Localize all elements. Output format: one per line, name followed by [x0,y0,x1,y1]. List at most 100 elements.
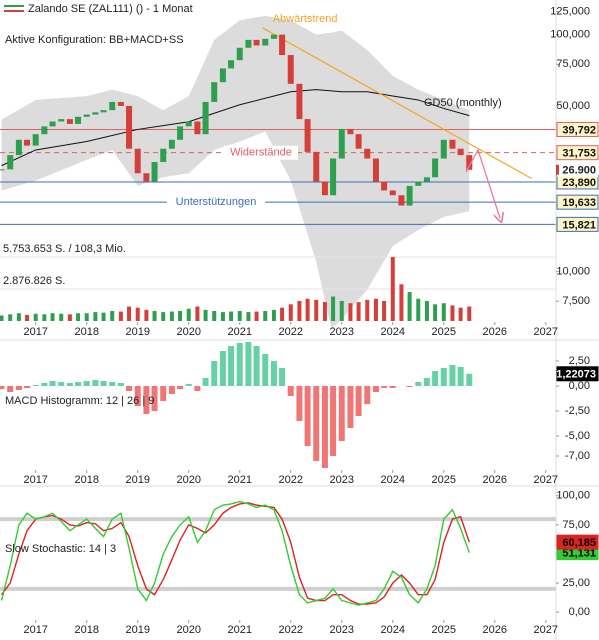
y-tick-label: 100,000 [550,29,590,41]
candle [7,155,14,170]
last-price-label: 26.900 [562,165,596,177]
moving-average [1,89,470,167]
value-box-label: 15,821 [562,219,596,231]
y-tick-label: -2,50 [565,405,590,417]
x-tick-label: 2027 [534,624,558,636]
candle [92,112,99,115]
volume-bar [416,298,421,321]
candle [270,34,277,39]
histogram-bar [134,386,141,406]
price-panel: Widerstände Unterstützungen GD50 (monthly)… [0,13,556,330]
x-tick-label: 2017 [23,624,47,636]
histogram-bar [313,386,320,461]
histogram-bar [347,386,354,428]
histogram-bar [211,361,218,386]
level-note: Unterstützungen [176,196,257,208]
level-note-bg [167,195,265,210]
histogram-bar [109,382,116,386]
volume-bar [110,310,115,321]
candle [24,139,31,146]
volume-bar [322,302,327,321]
volume-bar [373,298,378,321]
y-tick-label: 100,00 [556,490,590,502]
histogram-bar [440,368,447,386]
volume-bar [144,309,149,321]
y-tick-label: 10,000 [556,265,590,277]
value-box-label: 23,890 [562,177,596,189]
volume-bar [178,310,183,321]
value-box [556,216,599,232]
volume-bar [59,313,64,321]
volume-bar [152,310,157,321]
x-tick-label: 2019 [125,474,149,486]
x-tick-label: 2026 [483,474,507,486]
histogram-bar [194,386,201,391]
histogram-bar [364,386,371,404]
candle [202,101,209,135]
volume-bar [0,315,4,321]
candle [253,39,260,46]
candle [185,121,192,127]
candle [211,82,218,102]
volume-tick-label: 5.753.653 S. / 108,3 Mio. [3,243,126,255]
histogram-bar [449,365,456,386]
candle [75,116,82,124]
y-tick-label: 75,00 [562,519,590,531]
stochastic-panel [0,500,556,606]
histogram-bar [423,378,430,386]
histogram-bar [58,382,65,386]
x-tick-label: 2020 [176,624,200,636]
x-tick-label: 2018 [74,326,98,338]
volume-bar [84,313,89,321]
candle [0,169,5,171]
y-tick-label: 125,000 [550,6,590,18]
histogram-bar [287,386,294,396]
candle [177,126,184,140]
candle [219,68,226,83]
histogram-bar [432,371,439,386]
x-tick-label: 2017 [23,474,47,486]
value-box-label: 51,131 [562,548,596,560]
candle [262,38,269,46]
x-tick-label: 2023 [330,474,354,486]
y-tick-label: 25,00 [562,577,590,589]
volume-bar [263,310,268,321]
candle [66,119,73,124]
volume-bar [348,303,353,321]
histogram-bar [49,381,56,386]
volume-bar [127,306,132,321]
volume-bar [339,300,344,321]
histogram-bar [262,354,269,386]
histogram-bar [202,378,209,386]
histogram-bar [330,386,337,456]
y-tick-label: 0,00 [569,606,590,618]
value-box [556,194,599,210]
volume-bar [271,309,276,321]
volume-bar [365,299,370,321]
volume-bar [407,292,412,321]
x-tick-label: 2023 [330,624,354,636]
x-tick-label: 2024 [381,624,405,636]
y-tick-label: 2,50 [569,355,590,367]
candle [109,101,116,111]
candle [15,139,22,156]
volume-bar [424,300,429,321]
stochastic-line [0,500,470,606]
histogram-bar [92,380,99,386]
y-tick-label: 75,000 [556,58,590,70]
histogram-bar [0,386,5,389]
x-tick-label: 2025 [432,624,456,636]
histogram-bar [7,386,14,392]
candle [58,119,65,122]
candle [406,185,413,206]
volume-bar [118,311,123,321]
candle [304,119,311,152]
volume-bar [212,310,217,321]
histogram-bar [75,382,82,386]
volume-tick-label: 2.876.826 S. [3,275,65,287]
volume-bar [93,312,98,321]
x-tick-label: 2024 [381,474,405,486]
histogram-bar [41,383,48,386]
volume-bar [135,307,140,321]
